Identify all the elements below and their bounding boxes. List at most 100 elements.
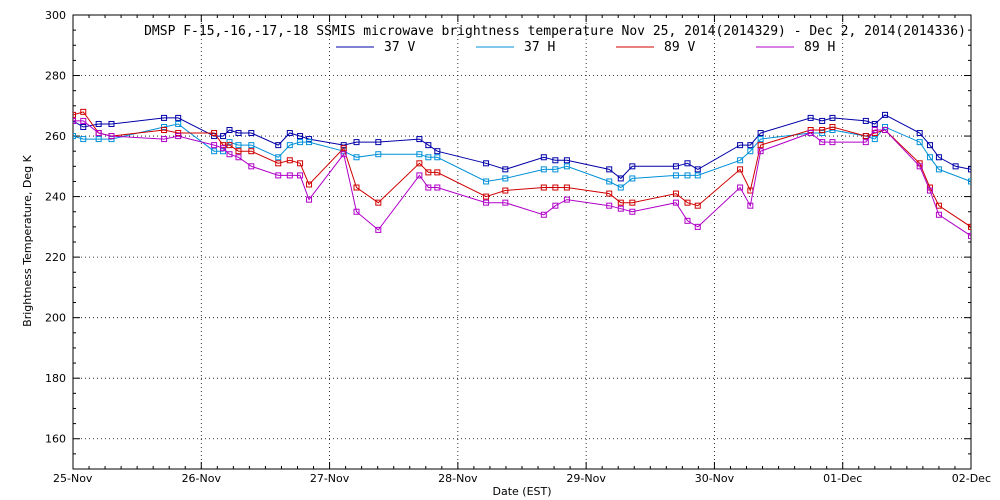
data-point bbox=[617, 175, 624, 182]
axes: 160 180 200 220 240 260 280 300 25-Nov 26-Nov 27-N… bbox=[45, 9, 991, 485]
data-point bbox=[629, 163, 636, 170]
data-point bbox=[737, 184, 744, 191]
data-point bbox=[819, 139, 826, 146]
data-point bbox=[95, 136, 102, 143]
data-point bbox=[161, 127, 168, 134]
data-point bbox=[211, 130, 218, 137]
plot-frame bbox=[72, 14, 972, 470]
data-point bbox=[694, 166, 701, 173]
data-point bbox=[502, 175, 509, 182]
data-point bbox=[968, 232, 971, 239]
data-point bbox=[434, 148, 441, 155]
data-point bbox=[375, 151, 382, 158]
data-point bbox=[629, 175, 636, 182]
data-point bbox=[672, 190, 679, 197]
data-point bbox=[161, 123, 168, 130]
data-point bbox=[552, 166, 559, 173]
data-point bbox=[483, 160, 490, 167]
data-point bbox=[819, 117, 826, 124]
data-point bbox=[175, 130, 182, 137]
data-point bbox=[220, 142, 227, 149]
data-point bbox=[502, 166, 509, 173]
data-point bbox=[757, 136, 764, 143]
chart-title: DMSP F-15,-16,-17,-18 SSMIS microwave br… bbox=[144, 24, 966, 39]
data-point bbox=[248, 130, 255, 137]
data-point bbox=[175, 133, 182, 140]
data-point bbox=[306, 196, 313, 203]
data-point bbox=[353, 184, 360, 191]
x-tick-label: 25-Nov bbox=[53, 472, 93, 485]
data-point bbox=[968, 178, 971, 185]
data-point bbox=[226, 127, 233, 134]
data-point bbox=[672, 172, 679, 179]
data-point bbox=[952, 163, 959, 170]
data-point bbox=[434, 169, 441, 176]
data-point bbox=[747, 202, 754, 209]
data-point bbox=[757, 148, 764, 155]
data-point bbox=[502, 187, 509, 194]
data-point bbox=[248, 163, 255, 170]
data-point bbox=[353, 208, 360, 215]
data-point bbox=[80, 108, 87, 115]
data-point bbox=[737, 166, 744, 173]
data-point bbox=[540, 166, 547, 173]
series-37-v bbox=[73, 111, 971, 182]
data-point bbox=[286, 157, 293, 164]
data-point bbox=[286, 130, 293, 137]
data-point bbox=[353, 154, 360, 161]
data-point bbox=[829, 139, 836, 146]
series-89-h bbox=[73, 117, 971, 239]
data-point bbox=[935, 202, 942, 209]
y-tick-label: 200 bbox=[45, 312, 66, 325]
data-point bbox=[235, 148, 242, 155]
data-point bbox=[935, 166, 942, 173]
data-point bbox=[540, 211, 547, 218]
data-point bbox=[483, 199, 490, 206]
data-point bbox=[220, 133, 227, 140]
y-tick-label: 280 bbox=[45, 70, 66, 83]
data-point bbox=[235, 130, 242, 137]
data-point bbox=[935, 211, 942, 218]
data-point bbox=[483, 178, 490, 185]
data-point bbox=[297, 139, 304, 146]
data-point bbox=[871, 120, 878, 127]
data-point bbox=[694, 202, 701, 209]
data-point bbox=[275, 160, 282, 167]
data-point bbox=[617, 199, 624, 206]
y-tick-label: 180 bbox=[45, 372, 66, 385]
data-point bbox=[737, 157, 744, 164]
data-point bbox=[747, 148, 754, 155]
data-point bbox=[275, 154, 282, 161]
data-point bbox=[807, 130, 814, 137]
data-point bbox=[425, 154, 432, 161]
data-point bbox=[552, 157, 559, 164]
legend-label: 37 H bbox=[524, 40, 555, 55]
series-line bbox=[73, 114, 971, 180]
legend-label: 89 H bbox=[804, 40, 835, 55]
data-point bbox=[684, 217, 691, 224]
data-point bbox=[606, 166, 613, 173]
data-point bbox=[416, 136, 423, 143]
data-point bbox=[563, 184, 570, 191]
y-tick-label: 300 bbox=[45, 9, 66, 22]
data-point bbox=[617, 184, 624, 191]
data-point bbox=[552, 202, 559, 209]
data-point bbox=[819, 130, 826, 137]
data-point bbox=[926, 142, 933, 149]
data-point bbox=[684, 172, 691, 179]
data-point bbox=[807, 114, 814, 121]
data-point bbox=[672, 163, 679, 170]
data-point bbox=[211, 148, 218, 155]
data-point bbox=[226, 142, 233, 149]
data-point bbox=[226, 151, 233, 158]
data-point bbox=[684, 160, 691, 167]
data-point bbox=[829, 114, 836, 121]
y-axis-label: Brightness Temperature, Deg K bbox=[21, 154, 34, 326]
data-point bbox=[563, 157, 570, 164]
data-point bbox=[340, 145, 347, 152]
data-point bbox=[916, 163, 923, 170]
data-point bbox=[235, 154, 242, 161]
y-tick-label: 260 bbox=[45, 130, 66, 143]
